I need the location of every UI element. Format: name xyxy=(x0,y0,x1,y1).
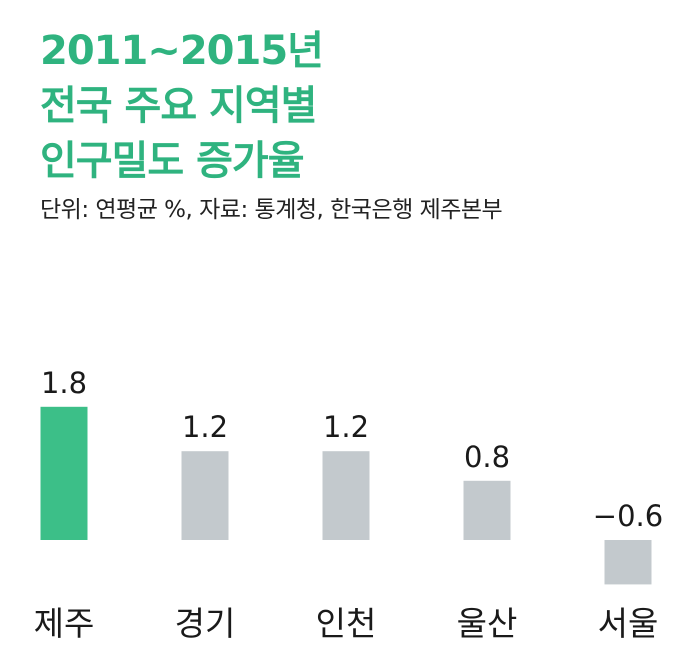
chart-title: 2011~2015년 전국 주요 지역별 인구밀도 증가율 xyxy=(40,24,324,189)
category-label-1: 제주 xyxy=(34,604,95,643)
category-label-4: 울산 xyxy=(457,604,518,643)
value-label-1: 1.8 xyxy=(41,366,87,400)
value-label-2: 1.2 xyxy=(182,410,228,444)
value-label-4: 0.8 xyxy=(464,440,510,474)
chart-subtitle: 단위: 연평균 %, 자료: 통계청, 한국은행 제주본부 xyxy=(40,197,503,223)
chart-title-line-1: 2011~2015년 xyxy=(40,28,324,74)
bar-1 xyxy=(40,406,88,540)
bar-4 xyxy=(463,480,511,540)
value-label-5: −0.6 xyxy=(593,499,663,533)
chart-title-line-3: 인구밀도 증가율 xyxy=(40,138,305,184)
category-label-2: 경기 xyxy=(175,604,236,643)
bar-5 xyxy=(604,540,652,585)
bar-2 xyxy=(181,451,229,540)
category-label-3: 인천 xyxy=(316,604,377,643)
bar-3 xyxy=(322,451,370,540)
category-label-5: 서울 xyxy=(598,604,659,643)
chart-title-line-2: 전국 주요 지역별 xyxy=(40,83,317,129)
value-label-3: 1.2 xyxy=(323,410,369,444)
